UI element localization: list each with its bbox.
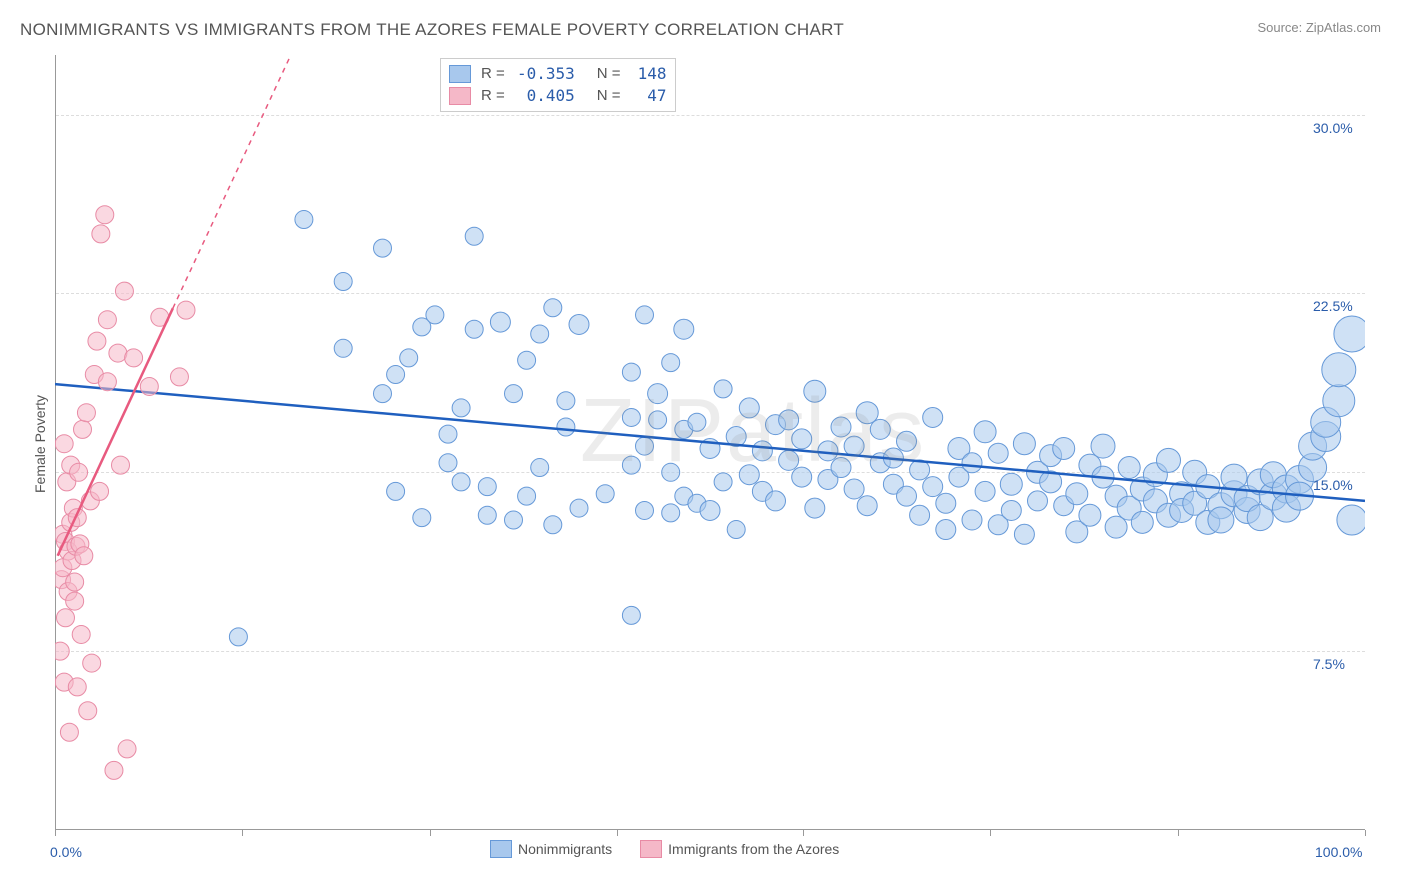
stat-r-value: -0.353 <box>515 63 575 85</box>
y-axis-label: Female Poverty <box>32 373 48 493</box>
stat-n-label: N = <box>597 63 621 85</box>
legend-swatch <box>449 87 471 105</box>
x-tick <box>990 830 991 836</box>
stat-r-label: R = <box>481 85 505 107</box>
stat-r-label: R = <box>481 63 505 85</box>
stat-n-label: N = <box>597 85 621 107</box>
source-label: Source: ZipAtlas.com <box>1257 20 1381 35</box>
x-tick <box>430 830 431 836</box>
stat-r-value: 0.405 <box>515 85 575 107</box>
legend-item: Immigrants from the Azores <box>640 840 839 858</box>
legend-swatch <box>490 840 512 858</box>
x-tick <box>55 830 56 836</box>
y-tick-label: 7.5% <box>1313 656 1345 672</box>
stats-row: R = -0.353 N = 148 <box>449 63 667 85</box>
x-tick <box>617 830 618 836</box>
chart-container: NONIMMIGRANTS VS IMMIGRANTS FROM THE AZO… <box>0 0 1406 892</box>
gridline <box>56 651 1365 652</box>
x-tick <box>803 830 804 836</box>
chart-title: NONIMMIGRANTS VS IMMIGRANTS FROM THE AZO… <box>20 20 844 40</box>
y-tick-label: 30.0% <box>1313 120 1353 136</box>
x-tick <box>1178 830 1179 836</box>
gridline <box>56 293 1365 294</box>
gridline <box>56 472 1365 473</box>
x-tick-label-max: 100.0% <box>1315 844 1362 860</box>
stat-n-value: 47 <box>631 85 667 107</box>
x-tick-label-min: 0.0% <box>50 844 82 860</box>
stats-row: R = 0.405 N = 47 <box>449 85 667 107</box>
y-tick-label: 22.5% <box>1313 298 1353 314</box>
x-tick <box>1365 830 1366 836</box>
legend-item: Nonimmigrants <box>490 840 612 858</box>
legend-swatch <box>449 65 471 83</box>
series-legend: Nonimmigrants Immigrants from the Azores <box>490 840 839 858</box>
plot-area <box>55 55 1365 830</box>
gridline <box>56 115 1365 116</box>
x-tick <box>242 830 243 836</box>
stat-n-value: 148 <box>631 63 667 85</box>
legend-label: Nonimmigrants <box>518 841 612 857</box>
legend-label: Immigrants from the Azores <box>668 841 839 857</box>
correlation-stats-box: R = -0.353 N = 148 R = 0.405 N = 47 <box>440 58 676 112</box>
legend-swatch <box>640 840 662 858</box>
y-tick-label: 15.0% <box>1313 477 1353 493</box>
